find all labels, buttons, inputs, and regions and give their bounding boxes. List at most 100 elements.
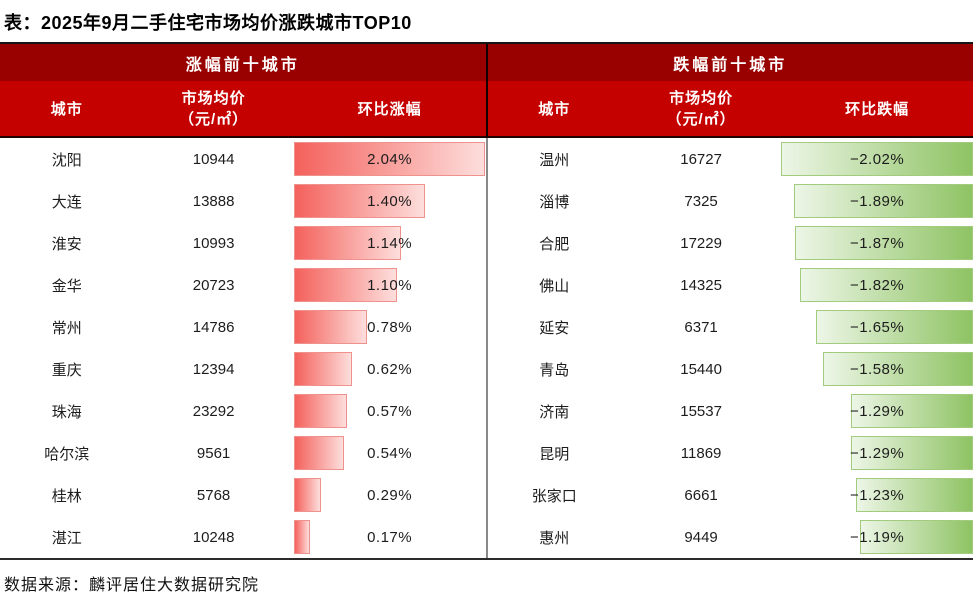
change-value: −2.02% <box>849 150 905 168</box>
change-value: 0.29% <box>367 486 413 504</box>
change-value: 0.57% <box>367 402 413 420</box>
table-row: 桂林 5768 0.29% <box>0 474 486 516</box>
table-row: 沈阳 10944 2.04% <box>0 138 486 180</box>
city-cell: 温州 <box>539 151 570 169</box>
change-cell: −2.02% <box>781 138 973 180</box>
city-cell: 湛江 <box>51 529 82 547</box>
change-cell: 0.29% <box>293 474 486 516</box>
city-cell: 重庆 <box>51 361 82 379</box>
loss-bar <box>816 310 973 344</box>
loss-price-header-line2: （元/㎡） <box>666 110 736 128</box>
price-cell: 20723 <box>192 276 235 294</box>
change-cell: −1.82% <box>781 264 973 306</box>
change-value: −1.29% <box>849 444 905 462</box>
price-cell: 6371 <box>684 318 718 336</box>
change-value: −1.23% <box>849 486 905 504</box>
change-cell: 0.54% <box>293 432 486 474</box>
change-cell: 1.14% <box>293 222 486 264</box>
gain-panel: 涨幅前十城市 城市 市场均价 （元/㎡） 环比涨幅 沈阳 10944 2.04% 大连… <box>0 44 486 558</box>
price-cell: 9449 <box>684 528 718 546</box>
change-cell: −1.23% <box>781 474 973 516</box>
change-cell: 0.17% <box>293 516 486 558</box>
change-value: 1.40% <box>367 192 413 210</box>
change-value: −1.58% <box>849 360 905 378</box>
table-row: 珠海 23292 0.57% <box>0 390 486 432</box>
loss-bar <box>856 478 973 512</box>
gain-bar <box>293 520 310 554</box>
change-cell: −1.65% <box>781 306 973 348</box>
table-row: 哈尔滨 9561 0.54% <box>0 432 486 474</box>
gain-column-header-city: 城市 <box>50 101 83 118</box>
change-cell: 0.57% <box>293 390 486 432</box>
gain-price-header-line1: 市场均价 <box>181 89 246 107</box>
loss-bar <box>793 184 973 218</box>
gain-bar <box>293 310 368 344</box>
gain-bar <box>293 184 426 218</box>
gain-column-header-change: 环比涨幅 <box>357 101 422 118</box>
loss-rows: 温州 16727 −2.02% 淄博 7325 −1.89% 合肥 17229 −1.87% 佛山… <box>487 138 973 558</box>
table-row: 重庆 12394 0.62% <box>0 348 486 390</box>
table-row: 青岛 15440 −1.58% <box>488 348 973 390</box>
loss-column-header-city: 城市 <box>538 101 571 118</box>
table-row: 金华 20723 1.10% <box>0 264 486 306</box>
loss-bar <box>800 268 973 302</box>
price-cell: 10248 <box>192 528 235 546</box>
gain-bar <box>293 478 321 512</box>
table-row: 常州 14786 0.78% <box>0 306 486 348</box>
change-cell: 0.62% <box>293 348 486 390</box>
loss-panel: 跌幅前十城市 城市 市场均价 （元/㎡） 环比跌幅 温州 16727 −2.02% 淄… <box>487 44 973 558</box>
city-cell: 淄博 <box>539 193 570 211</box>
table-row: 湛江 10248 0.17% <box>0 516 486 558</box>
change-value: −1.29% <box>849 402 905 420</box>
table-row: 惠州 9449 −1.19% <box>488 516 973 558</box>
price-cell: 7325 <box>684 192 718 210</box>
change-cell: −1.29% <box>781 432 973 474</box>
gain-bar <box>293 394 348 428</box>
change-value: −1.82% <box>849 276 905 294</box>
change-cell: 1.10% <box>293 264 486 306</box>
city-cell: 金华 <box>51 277 82 295</box>
price-cell: 10993 <box>192 234 235 252</box>
city-cell: 张家口 <box>531 487 577 505</box>
city-cell: 昆明 <box>539 445 570 463</box>
table-row: 延安 6371 −1.65% <box>488 306 973 348</box>
table-row: 大连 13888 1.40% <box>0 180 486 222</box>
change-cell: −1.19% <box>781 516 973 558</box>
gain-group-header: 涨幅前十城市 <box>0 44 486 81</box>
loss-bar <box>781 142 973 176</box>
price-cell: 13888 <box>192 192 235 210</box>
city-cell: 哈尔滨 <box>44 445 90 463</box>
price-cell: 15537 <box>680 402 722 420</box>
table-row: 温州 16727 −2.02% <box>488 138 973 180</box>
price-cell: 5768 <box>196 486 231 504</box>
city-cell: 惠州 <box>539 529 570 547</box>
loss-bar <box>850 436 973 470</box>
price-cell: 15440 <box>680 360 722 378</box>
gain-bar <box>293 436 345 470</box>
change-cell: −1.29% <box>781 390 973 432</box>
table-row: 合肥 17229 −1.87% <box>488 222 973 264</box>
loss-column-header: 城市 市场均价 （元/㎡） 环比跌幅 <box>487 81 973 138</box>
panel-divider <box>485 44 488 558</box>
price-cell: 12394 <box>192 360 235 378</box>
city-cell: 合肥 <box>539 235 570 253</box>
data-table: 涨幅前十城市 城市 市场均价 （元/㎡） 环比涨幅 沈阳 10944 2.04% 大连… <box>0 42 973 560</box>
city-cell: 淮安 <box>51 235 82 253</box>
change-value: −1.89% <box>849 192 905 210</box>
city-cell: 青岛 <box>539 361 570 379</box>
price-cell: 11869 <box>680 444 722 462</box>
loss-bar <box>795 226 973 260</box>
city-cell: 常州 <box>51 319 82 337</box>
gain-bar <box>293 268 398 302</box>
page-title: 表：2025年9月二手住宅市场均价涨跌城市TOP10 <box>4 13 412 33</box>
change-value: 0.54% <box>367 444 413 462</box>
price-cell: 6661 <box>684 486 718 504</box>
loss-column-header-change: 环比跌幅 <box>845 101 910 118</box>
city-cell: 大连 <box>51 193 82 211</box>
city-cell: 沈阳 <box>51 151 82 169</box>
gain-bar <box>293 352 352 386</box>
city-cell: 济南 <box>539 403 570 421</box>
change-value: −1.87% <box>849 234 905 252</box>
change-value: 0.17% <box>367 528 413 546</box>
